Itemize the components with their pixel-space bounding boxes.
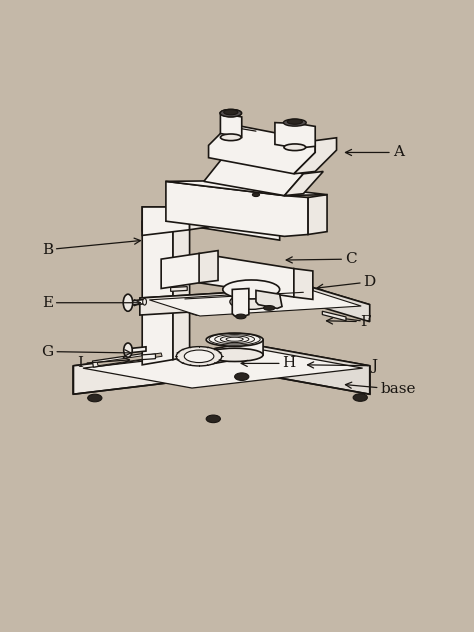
Polygon shape [232,288,249,317]
Polygon shape [128,300,145,306]
Polygon shape [142,216,280,240]
Ellipse shape [252,193,259,197]
Polygon shape [256,291,282,308]
Polygon shape [294,138,337,174]
Polygon shape [322,312,346,321]
Polygon shape [161,253,294,297]
Polygon shape [83,348,363,388]
Text: G: G [41,344,131,358]
Text: B: B [42,238,140,257]
Text: A: A [346,145,404,159]
Ellipse shape [230,294,273,309]
Ellipse shape [123,294,133,312]
Polygon shape [142,354,155,360]
Polygon shape [140,288,370,315]
Ellipse shape [184,350,214,363]
Polygon shape [308,195,327,234]
Ellipse shape [236,314,246,319]
Polygon shape [275,123,315,149]
Ellipse shape [124,343,132,357]
Polygon shape [294,269,313,300]
Ellipse shape [176,346,222,366]
Text: H: H [241,356,296,370]
Text: D: D [317,275,376,290]
Text: J: J [308,359,377,373]
Text: C: C [286,252,356,266]
Text: I: I [78,356,129,370]
Polygon shape [142,207,190,235]
Ellipse shape [220,109,241,117]
Polygon shape [166,181,308,236]
Polygon shape [313,288,370,322]
Polygon shape [142,207,173,365]
Text: F: F [327,315,370,329]
Polygon shape [149,290,361,316]
Polygon shape [209,124,315,174]
Polygon shape [190,204,209,229]
Ellipse shape [283,119,306,126]
Polygon shape [284,171,323,196]
Polygon shape [173,204,190,360]
Text: E: E [42,296,140,310]
Polygon shape [73,344,251,394]
Polygon shape [220,113,242,137]
Ellipse shape [220,134,241,141]
Ellipse shape [284,144,306,150]
Polygon shape [166,181,327,196]
Polygon shape [204,158,303,196]
Ellipse shape [224,109,238,115]
Ellipse shape [220,109,241,117]
Text: base: base [346,382,416,396]
Polygon shape [171,286,187,291]
Polygon shape [97,353,162,366]
Polygon shape [199,251,218,283]
Ellipse shape [235,373,249,380]
Ellipse shape [287,119,302,125]
Polygon shape [206,340,263,365]
Ellipse shape [206,415,220,423]
Polygon shape [128,347,146,353]
Ellipse shape [264,306,275,310]
Ellipse shape [206,348,263,362]
Polygon shape [251,344,370,394]
Ellipse shape [206,333,263,346]
Polygon shape [140,288,313,315]
Polygon shape [92,350,167,367]
Ellipse shape [353,394,367,401]
Polygon shape [73,344,370,387]
Ellipse shape [223,280,280,299]
Ellipse shape [88,394,102,402]
Ellipse shape [143,298,146,305]
